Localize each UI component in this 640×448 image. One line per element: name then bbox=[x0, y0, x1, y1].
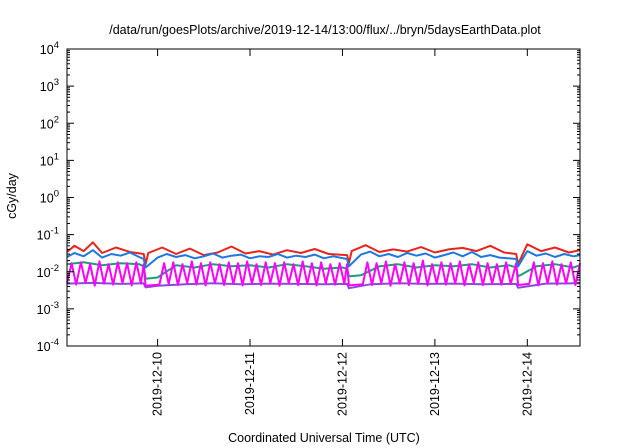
series-line-3 bbox=[66, 281, 581, 290]
y-tick-label: 10-4 bbox=[37, 337, 59, 354]
axes: 10-4 10-3 10-2 10-1 100 101 102 103 104 2019-12-1… bbox=[37, 40, 581, 416]
x-tick-label: 2019-12-11 bbox=[243, 352, 257, 415]
series-line-1 bbox=[66, 241, 581, 266]
series-lines bbox=[66, 241, 581, 290]
series-line-5 bbox=[66, 249, 581, 269]
series-line-4 bbox=[66, 259, 581, 287]
plot-frame bbox=[66, 48, 581, 347]
y-tick-label: 10-2 bbox=[37, 263, 59, 280]
y-tick-label: 101 bbox=[40, 151, 59, 168]
y-tick-label: 100 bbox=[40, 189, 59, 206]
chart-title: /data/run/goesPlots/archive/2019-12-14/1… bbox=[109, 23, 541, 37]
x-tick-label: 2019-12-12 bbox=[335, 352, 349, 416]
y-tick-label: 104 bbox=[40, 40, 59, 57]
y-tick-label: 102 bbox=[40, 114, 59, 131]
y-tick-label: 10-3 bbox=[37, 300, 59, 317]
x-tick-label: 2019-12-14 bbox=[520, 352, 534, 416]
x-axis-label: Coordinated Universal Time (UTC) bbox=[228, 431, 420, 445]
y-axis-label: cGy/day bbox=[5, 172, 19, 219]
y-tick-label: 10-1 bbox=[37, 226, 59, 243]
y-tick-label: 103 bbox=[40, 77, 59, 94]
x-tick-label: 2019-12-13 bbox=[428, 352, 442, 416]
x-tick-label: 2019-12-10 bbox=[151, 352, 165, 416]
